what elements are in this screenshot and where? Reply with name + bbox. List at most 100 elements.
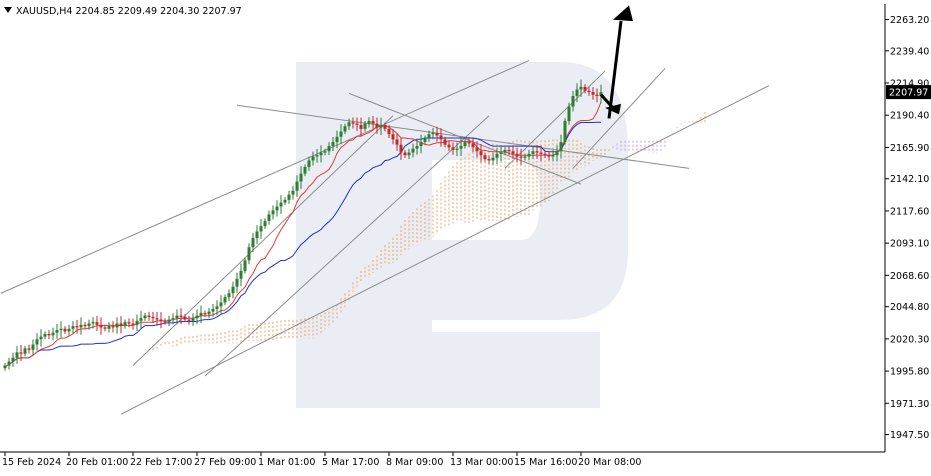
candle-body: [403, 152, 407, 156]
candle-body: [451, 147, 455, 150]
forecast-arrow-down-line: [599, 93, 615, 109]
candle-body: [311, 156, 315, 161]
candle-body: [91, 322, 95, 324]
candle-body: [59, 328, 63, 331]
candle-body: [503, 149, 507, 153]
time-tick-label: 15 Feb 2024: [2, 457, 61, 468]
candle-body: [463, 142, 467, 146]
candle-body: [35, 339, 39, 345]
time-tick-label: 13 Mar 00:00: [450, 457, 513, 468]
candle-body: [179, 315, 183, 317]
price-tick-label: 1947.50: [890, 430, 929, 441]
price-tick-label: 2117.60: [890, 206, 929, 217]
candle-body: [143, 315, 147, 319]
ichimoku-cloud: [144, 112, 706, 351]
candle-body: [447, 144, 451, 148]
candle-body: [267, 214, 271, 221]
candle-body: [527, 153, 531, 157]
forecast-arrow-up-line: [607, 20, 623, 119]
candle-body: [67, 328, 71, 332]
price-tick-label: 2239.40: [890, 46, 929, 57]
candle-body: [127, 322, 131, 324]
candle-body: [487, 159, 491, 161]
trend-line: [504, 70, 606, 169]
candle-body: [507, 149, 511, 152]
forecast-arrows: [599, 5, 633, 119]
candle-body: [139, 318, 143, 321]
candle-body: [471, 143, 475, 148]
candle-body: [99, 324, 103, 328]
candle-body: [379, 124, 383, 128]
candle-body: [419, 142, 423, 146]
time-tick-label: 15 Mar 16:00: [514, 457, 577, 468]
candle-body: [271, 210, 275, 215]
candle-body: [131, 323, 135, 325]
candle-body: [575, 89, 579, 97]
candle-body: [247, 247, 251, 261]
candle-body: [327, 145, 331, 152]
time-tick-label: 20 Feb 01:00: [66, 457, 128, 468]
candle-body: [583, 86, 587, 91]
candle-body: [439, 135, 443, 140]
candle-body: [343, 126, 347, 132]
candle-body: [7, 361, 11, 366]
candle-body: [223, 297, 227, 303]
candle-body: [115, 323, 119, 328]
candle-body: [431, 132, 435, 135]
candle-body: [183, 316, 187, 320]
price-tick-label: 2020.30: [890, 334, 929, 345]
price-tick-label: 2165.90: [890, 143, 929, 154]
symbol-ohlc-header: XAUUSD,H4 2204.85 2209.49 2204.30 2207.9…: [16, 6, 242, 17]
candle-body: [63, 328, 67, 332]
candle-body: [47, 333, 51, 336]
candle-body: [259, 226, 263, 232]
price-tick-label: 2263.20: [890, 15, 929, 26]
candle-body: [543, 153, 547, 156]
candle-body: [291, 190, 295, 195]
trend-line: [204, 115, 490, 377]
candle-body: [79, 324, 83, 328]
candle-body: [255, 231, 259, 239]
candle-body: [119, 323, 123, 327]
candle-body: [531, 151, 535, 154]
candle-body: [331, 142, 335, 146]
candle-body: [547, 155, 551, 157]
candle-body: [135, 320, 139, 325]
candle-body: [123, 322, 127, 327]
trend-line: [572, 68, 666, 169]
watermark-logo-block: [432, 332, 600, 408]
price-tick-label: 2044.80: [890, 302, 929, 313]
candle-body: [579, 86, 583, 90]
current-price-tag-bg: [886, 85, 931, 100]
candle-body: [251, 238, 255, 248]
symbol-dropdown-icon[interactable]: [4, 7, 12, 13]
candle-body: [55, 330, 59, 333]
trend-line: [0, 60, 530, 294]
candle-body: [563, 121, 567, 143]
candle-body: [427, 134, 431, 139]
candle-body: [43, 333, 47, 337]
candle-body: [83, 324, 87, 327]
candle-body: [475, 147, 479, 152]
candle-body: [319, 152, 323, 156]
candle-body: [559, 142, 563, 152]
time-tick-label: 8 Mar 09:00: [386, 457, 443, 468]
candle-body: [103, 327, 107, 329]
candle-body: [11, 357, 15, 362]
candle-body: [391, 134, 395, 140]
candle-body: [355, 123, 359, 125]
candle-body: [479, 151, 483, 156]
candle-body: [303, 167, 307, 174]
candle-body: [587, 90, 591, 93]
candle-body: [371, 121, 375, 124]
time-tick-label: 22 Feb 17:00: [130, 457, 192, 468]
price-axis: 2263.20 2239.40 2214.90 2190.40 2165.90 2142.…: [885, 15, 929, 441]
candle-body: [147, 315, 151, 317]
ichimoku-lines: [4, 101, 602, 368]
candle-body: [3, 365, 7, 369]
candle-body: [211, 309, 215, 312]
candles: [3, 79, 603, 371]
candle-body: [335, 136, 339, 143]
